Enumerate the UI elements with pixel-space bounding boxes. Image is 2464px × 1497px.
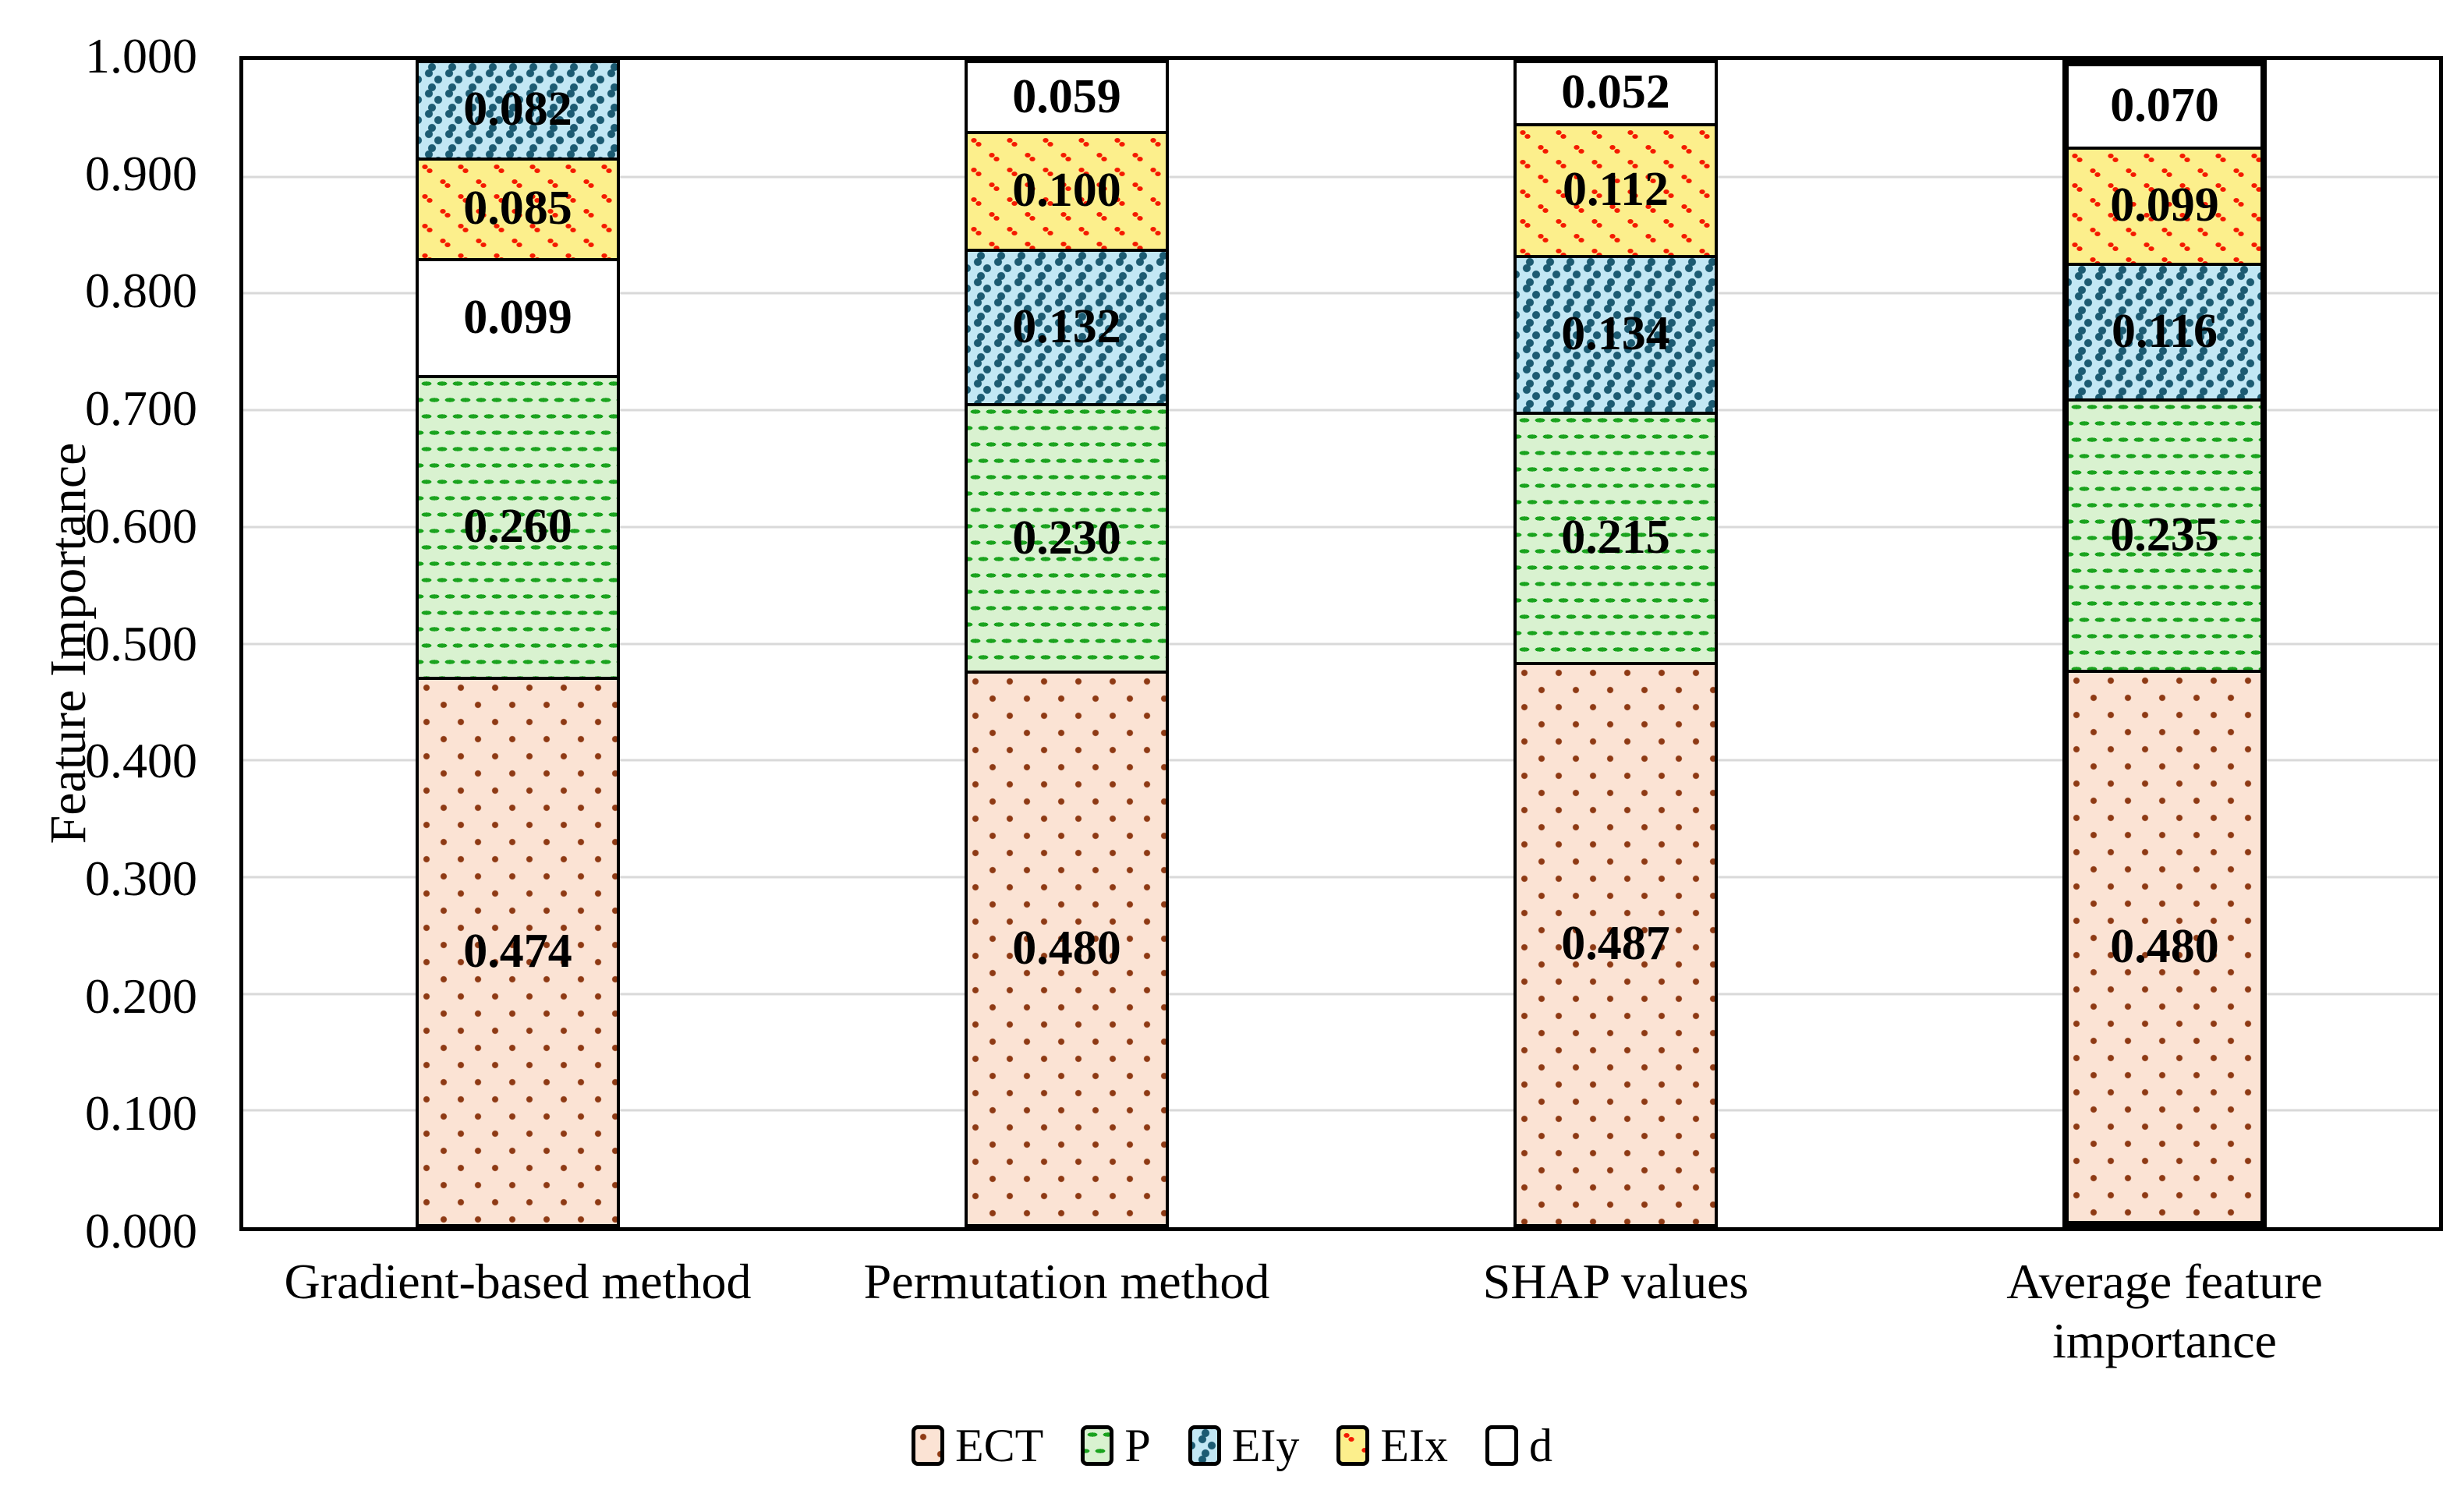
bar-segment-d: 0.052 [1515, 62, 1716, 125]
bar-value-label: 0.082 [463, 83, 572, 136]
grid-line [243, 876, 2439, 879]
bar-segment-p: 0.260 [417, 376, 618, 678]
bar-value-label: 0.480 [2110, 919, 2219, 973]
legend-item: EIy [1188, 1420, 1300, 1471]
legend-swatch-eix [1336, 1425, 1370, 1466]
grid-line [243, 759, 2439, 762]
bar-segment-d: 0.099 [417, 259, 618, 377]
legend-label: EIx [1380, 1420, 1448, 1471]
y-tick-label: 0.900 [85, 145, 197, 201]
grid-line [243, 1109, 2439, 1112]
legend-swatch-eiy [1188, 1425, 1221, 1466]
bar-value-label: 0.487 [1561, 917, 1670, 971]
bar: 0.052 0.112 0.134 0.215 0.487 [1513, 60, 1718, 1227]
bar-segment-eix: 0.112 [1515, 124, 1716, 257]
bar-segment-eix: 0.085 [417, 158, 618, 260]
bar: 0.059 0.100 0.132 0.230 0.480 [965, 60, 1169, 1227]
x-category-label: Average feature importance [2006, 1254, 2323, 1368]
x-axis-labels: Gradient-based method Permutation method S… [243, 1252, 2439, 1439]
bar-segment-ect: 0.474 [417, 678, 618, 1226]
y-tick-label: 0.300 [85, 850, 197, 906]
y-tick-label: 1.000 [85, 28, 197, 83]
bar: 0.070 0.099 0.116 0.235 0.480 [2062, 60, 2267, 1227]
bar-segment-d: 0.059 [966, 62, 1167, 133]
bar-value-label: 0.112 [1562, 163, 1669, 217]
y-tick-label: 0.100 [85, 1085, 197, 1141]
grid-line [243, 175, 2439, 179]
bar-segment-p: 0.215 [1515, 412, 1716, 664]
legend-item: EIx [1336, 1422, 1448, 1469]
bar-value-label: 0.099 [463, 291, 572, 344]
legend-swatch-d [1485, 1425, 1518, 1466]
legend-label: d [1528, 1420, 1552, 1471]
legend-swatch-ect [912, 1425, 944, 1466]
bar-value-label: 0.100 [1012, 164, 1121, 218]
bar-segment-eiy: 0.132 [966, 250, 1167, 405]
grid-line [243, 526, 2439, 529]
legend-item: P [1081, 1420, 1151, 1471]
bar-value-label: 0.085 [463, 182, 572, 235]
y-tick-label: 0.400 [85, 733, 197, 789]
bar-value-label: 0.134 [1561, 307, 1670, 361]
bar-value-label: 0.474 [463, 925, 572, 978]
bar-value-label: 0.059 [1012, 69, 1121, 123]
bar-value-label: 0.099 [2110, 179, 2219, 232]
legend: ECT P EIy EIx d [0, 1422, 2464, 1469]
y-tick-label: 0.000 [85, 1203, 197, 1258]
bar-segment-ect: 0.480 [966, 671, 1167, 1226]
bar-segment-eix: 0.100 [966, 132, 1167, 250]
bar: 0.082 0.085 0.099 0.260 0.474 [416, 60, 620, 1227]
bar-segment-ect: 0.480 [2067, 671, 2262, 1223]
y-tick-label: 0.800 [85, 263, 197, 319]
grid-line [243, 642, 2439, 645]
legend-item: d [1485, 1422, 1552, 1469]
y-tick-label: 0.200 [85, 968, 197, 1024]
x-category-label: SHAP values [1482, 1254, 1749, 1309]
grid-line [243, 409, 2439, 412]
x-category-label: Permutation method [863, 1254, 1270, 1309]
y-tick-label: 0.600 [85, 497, 197, 554]
bar-segment-eiy: 0.082 [417, 62, 618, 159]
y-tick-label: 0.700 [85, 380, 197, 437]
bar-value-label: 0.070 [2110, 79, 2219, 133]
bar-segment-eix: 0.099 [2067, 147, 2262, 264]
x-category-label: Gradient-based method [284, 1254, 752, 1309]
bar-segment-eiy: 0.116 [2067, 264, 2262, 400]
grid-line [243, 292, 2439, 295]
bar-value-label: 0.132 [1012, 300, 1121, 354]
y-tick-label: 0.500 [85, 615, 197, 671]
bar-value-label: 0.052 [1561, 65, 1670, 119]
bar-segment-p: 0.235 [2067, 399, 2262, 671]
bar-value-label: 0.235 [2110, 508, 2219, 561]
grid-line [243, 993, 2439, 996]
legend-swatch-p [1081, 1425, 1114, 1466]
bar-value-label: 0.260 [463, 500, 572, 554]
legend-item: ECT [912, 1422, 1043, 1469]
bar-segment-ect: 0.487 [1515, 663, 1716, 1226]
bar-segment-eiy: 0.134 [1515, 256, 1716, 413]
bar-value-label: 0.480 [1012, 921, 1121, 975]
y-axis: 0.000 0.100 0.200 0.300 0.400 0.500 0.600 0.700… [0, 31, 197, 1256]
bar-value-label: 0.116 [2111, 304, 2218, 358]
legend-label: P [1124, 1420, 1151, 1471]
bar-segment-p: 0.230 [966, 405, 1167, 672]
legend-label: EIy [1231, 1420, 1300, 1471]
bar-value-label: 0.230 [1012, 511, 1121, 564]
plot-area: 0.082 0.085 0.099 0.260 0.474 0.059 0.100 0.132… [239, 56, 2443, 1231]
legend-label: ECT [955, 1420, 1044, 1471]
bar-value-label: 0.215 [1561, 511, 1670, 564]
bar-segment-d: 0.070 [2067, 65, 2262, 148]
